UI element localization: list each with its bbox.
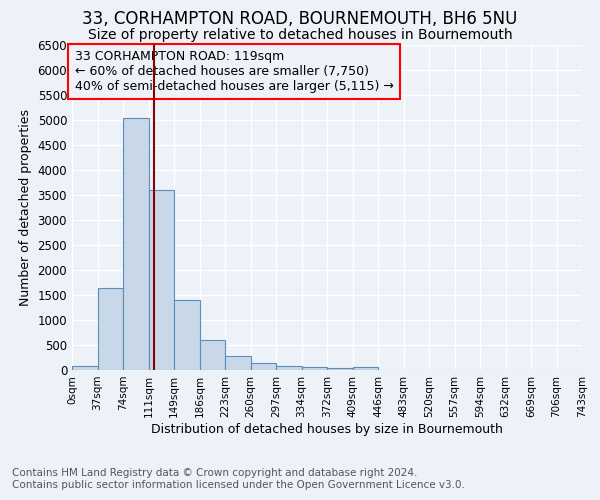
Text: 33 CORHAMPTON ROAD: 119sqm
← 60% of detached houses are smaller (7,750)
40% of s: 33 CORHAMPTON ROAD: 119sqm ← 60% of deta…	[74, 50, 394, 93]
Bar	[149, 190, 174, 370]
Text: 33, CORHAMPTON ROAD, BOURNEMOUTH, BH6 5NU: 33, CORHAMPTON ROAD, BOURNEMOUTH, BH6 5N…	[82, 10, 518, 28]
Bar	[353, 367, 378, 370]
Y-axis label: Number of detached properties: Number of detached properties	[19, 109, 32, 306]
Bar	[327, 368, 353, 370]
Text: Contains HM Land Registry data © Crown copyright and database right 2024.: Contains HM Land Registry data © Crown c…	[12, 468, 418, 477]
X-axis label: Distribution of detached houses by size in Bournemouth: Distribution of detached houses by size …	[151, 422, 503, 436]
Bar	[251, 362, 276, 370]
Bar	[174, 300, 199, 370]
Bar	[199, 340, 225, 370]
Bar	[302, 366, 327, 370]
Text: Contains public sector information licensed under the Open Government Licence v3: Contains public sector information licen…	[12, 480, 465, 490]
Bar	[97, 288, 123, 370]
Bar	[225, 356, 251, 370]
Text: Size of property relative to detached houses in Bournemouth: Size of property relative to detached ho…	[88, 28, 512, 42]
Bar	[72, 366, 97, 370]
Bar	[123, 118, 149, 370]
Bar	[276, 366, 302, 370]
